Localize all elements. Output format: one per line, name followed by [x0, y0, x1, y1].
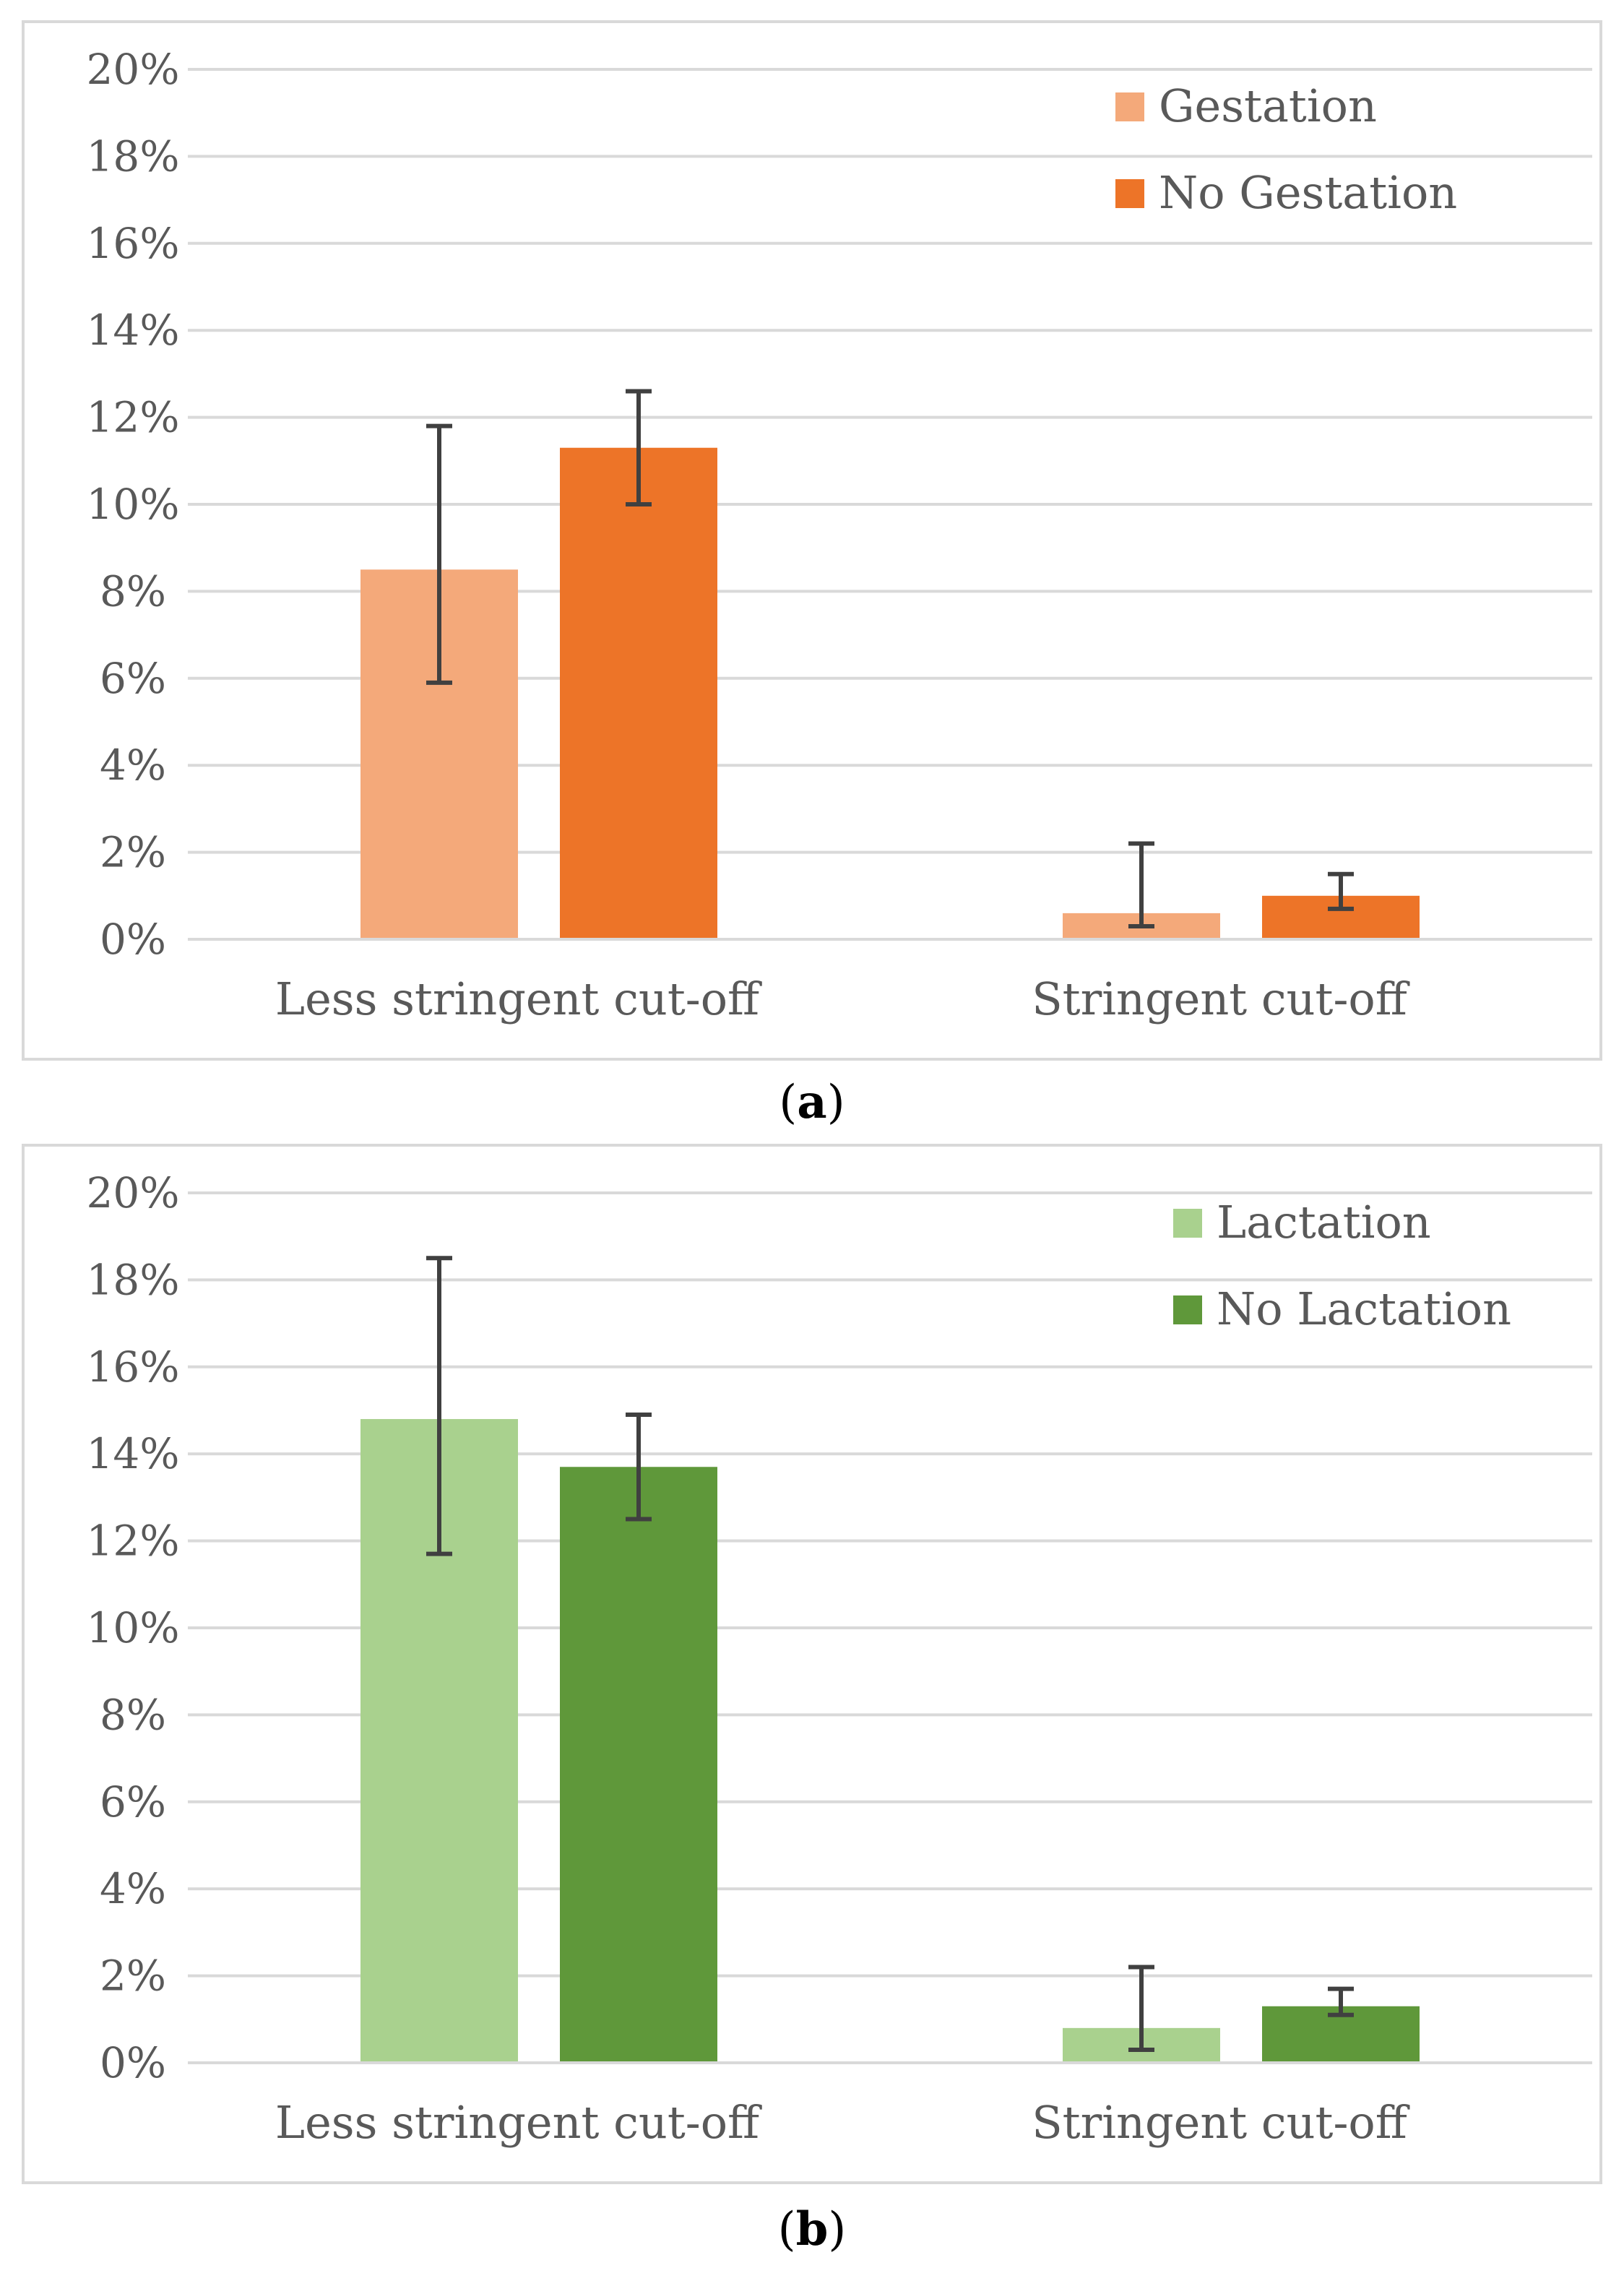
caption-a-letter: a [797, 1075, 827, 1129]
y-tick-label: 2% [100, 828, 166, 877]
y-tick-label: 14% [87, 1429, 180, 1478]
legend-label: No Gestation [1159, 166, 1457, 219]
y-tick-label: 12% [87, 1517, 180, 1566]
y-tick-label: 18% [87, 131, 180, 181]
y-tick-label: 8% [100, 566, 166, 616]
y-tick-label: 8% [100, 1690, 166, 1739]
legend-label: No Lactation [1217, 1282, 1511, 1335]
chart-panel-b: 0% 2% 4% 6% 8% 10% 12% 14% 16% 18% 20% Less stringe… [22, 1144, 1602, 2184]
y-tick-label: 12% [87, 393, 180, 442]
y-tick-label: 14% [87, 306, 180, 355]
y-tick-label: 10% [87, 1603, 180, 1652]
legend-swatch [1173, 1209, 1202, 1238]
y-tick-label: 2% [100, 1952, 166, 2001]
chart-panel-a: 0% 2% 4% 6% 8% 10% 12% 14% 16% 18% 20% Less stringe… [22, 20, 1602, 1061]
y-tick-label: 4% [100, 1864, 166, 1913]
y-tick-label: 16% [87, 219, 180, 268]
caption-b-letter: b [795, 2202, 829, 2256]
y-tick-label: 20% [87, 1168, 180, 1217]
caption-a: (a) [779, 1075, 845, 1129]
y-tick-label: 0% [100, 2038, 166, 2087]
legend-label: Lactation [1217, 1196, 1431, 1249]
legend-swatch [1115, 179, 1144, 208]
chart-b: 0% 2% 4% 6% 8% 10% 12% 14% 16% 18% 20% Less stringe… [87, 1168, 1592, 2149]
y-tick-label: 6% [100, 1777, 166, 1827]
x-category-label: Less stringent cut-off [275, 2096, 762, 2149]
y-tick-label: 18% [87, 1255, 180, 1304]
y-tick-label: 0% [100, 915, 166, 964]
x-category-label: Less stringent cut-off [275, 973, 762, 1025]
legend-swatch [1115, 92, 1144, 121]
caption-b: (b) [777, 2202, 847, 2256]
y-tick-label: 10% [87, 480, 180, 529]
y-tick-label: 16% [87, 1342, 180, 1392]
y-tick-label: 4% [100, 741, 166, 790]
x-category-label: Stringent cut-off [1032, 973, 1410, 1025]
chart-a: 0% 2% 4% 6% 8% 10% 12% 14% 16% 18% 20% Less stringe… [87, 45, 1592, 1025]
x-category-label: Stringent cut-off [1032, 2096, 1410, 2149]
legend-label: Gestation [1159, 79, 1377, 132]
legend-swatch [1173, 1295, 1202, 1324]
bar-no-gestation [560, 447, 717, 939]
y-tick-label: 6% [100, 654, 166, 703]
bar-no-lactation [560, 1467, 717, 2063]
y-tick-label: 20% [87, 45, 180, 94]
